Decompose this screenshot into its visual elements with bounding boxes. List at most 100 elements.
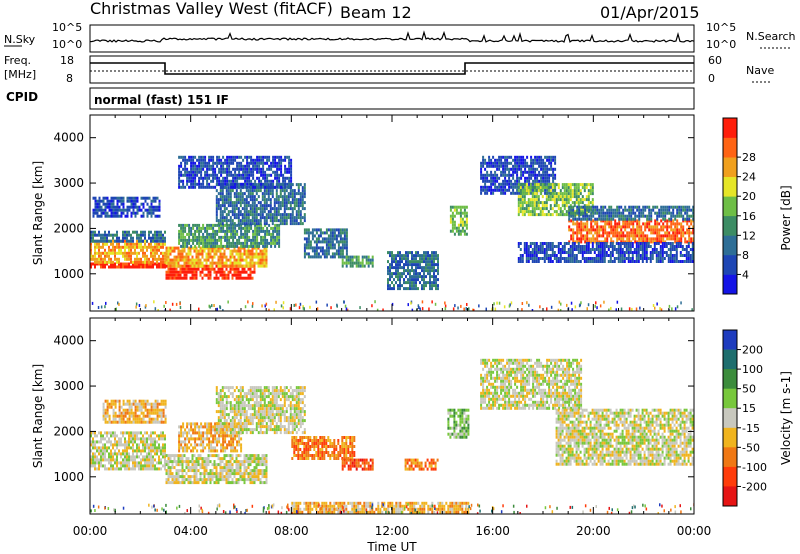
data-cell xyxy=(595,242,598,245)
data-cell xyxy=(435,254,437,258)
data-cell xyxy=(537,260,540,263)
data-cell xyxy=(583,245,586,248)
data-cell xyxy=(108,257,110,261)
data-cell xyxy=(634,237,637,241)
data-cell xyxy=(401,260,403,264)
data-cell xyxy=(319,234,322,238)
data-cell xyxy=(205,252,208,256)
data-cell xyxy=(581,254,584,257)
data-cell xyxy=(269,189,272,193)
data-cell xyxy=(658,214,661,218)
data-cell xyxy=(234,173,237,177)
data-cell xyxy=(552,155,555,159)
data-cell xyxy=(299,222,302,226)
data-cell xyxy=(118,242,120,246)
data-cell xyxy=(578,217,581,221)
data-cell xyxy=(230,173,233,177)
data-cell xyxy=(258,179,261,183)
data-cell xyxy=(289,222,292,226)
data-cell xyxy=(217,276,220,280)
data-cell xyxy=(541,242,544,245)
data-cell xyxy=(677,242,680,245)
data-cell xyxy=(578,237,581,241)
scatter-cell xyxy=(691,308,693,311)
data-cell xyxy=(413,254,415,258)
data-cell xyxy=(553,254,556,257)
data-cell xyxy=(610,219,613,223)
data-cell xyxy=(289,204,292,208)
data-cell xyxy=(199,258,202,262)
data-cell xyxy=(435,287,437,291)
data-cell xyxy=(435,278,437,282)
data-cell xyxy=(104,205,107,209)
data-cell xyxy=(264,182,267,186)
data-cell xyxy=(209,261,212,265)
data-cell xyxy=(570,237,573,241)
data-cell xyxy=(239,201,242,205)
data-cell xyxy=(569,254,572,257)
data-cell xyxy=(180,223,183,227)
data-cell xyxy=(154,230,156,234)
data-cell xyxy=(557,251,560,254)
data-cell xyxy=(198,241,201,245)
data-cell xyxy=(614,228,617,232)
data-cell xyxy=(661,242,664,245)
data-cell xyxy=(104,265,106,269)
data-cell xyxy=(621,248,624,251)
data-cell xyxy=(223,204,226,208)
data-cell xyxy=(221,204,224,208)
data-cell xyxy=(317,252,320,256)
data-cell xyxy=(685,260,688,263)
data-cell xyxy=(120,211,123,215)
data-cell xyxy=(551,183,554,187)
data-cell xyxy=(498,155,501,159)
data-cell xyxy=(160,239,162,243)
data-cell xyxy=(140,239,142,243)
data-cell xyxy=(261,198,264,202)
data-cell xyxy=(591,201,594,205)
data-cell xyxy=(619,245,622,248)
data-cell xyxy=(660,228,663,232)
data-cell xyxy=(200,173,203,177)
data-cell xyxy=(399,287,401,291)
data-cell xyxy=(530,176,533,180)
data-cell xyxy=(648,222,651,226)
data-cell xyxy=(180,226,183,230)
data-cell xyxy=(541,248,544,251)
data-cell xyxy=(343,255,346,259)
data-cell xyxy=(116,245,118,249)
data-cell xyxy=(246,170,249,174)
data-cell xyxy=(152,199,155,203)
data-cell xyxy=(531,257,534,260)
data-cell xyxy=(628,205,631,209)
data-cell xyxy=(250,155,253,159)
data-cell xyxy=(590,219,593,223)
data-cell xyxy=(241,192,244,196)
data-cell xyxy=(227,201,230,205)
data-cell xyxy=(186,167,189,171)
data-cell xyxy=(635,248,638,251)
data-cell xyxy=(449,229,452,233)
data-cell xyxy=(180,185,183,189)
data-cell xyxy=(267,213,270,217)
data-cell xyxy=(425,269,427,273)
data-cell xyxy=(598,234,601,238)
data-cell xyxy=(492,191,495,195)
data-cell xyxy=(620,234,623,238)
scatter-cell xyxy=(105,301,107,305)
data-cell xyxy=(323,252,326,256)
data-cell xyxy=(154,257,156,261)
scatter-cell xyxy=(444,307,447,311)
data-cell xyxy=(672,234,675,238)
data-cell xyxy=(605,254,608,257)
data-cell xyxy=(563,260,566,263)
data-cell xyxy=(575,260,578,263)
data-cell xyxy=(616,214,619,218)
data-cell xyxy=(258,155,261,159)
data-cell xyxy=(212,232,215,236)
data-cell xyxy=(248,176,251,180)
data-cell xyxy=(563,257,566,260)
data-cell xyxy=(263,198,266,202)
data-cell xyxy=(200,170,203,174)
